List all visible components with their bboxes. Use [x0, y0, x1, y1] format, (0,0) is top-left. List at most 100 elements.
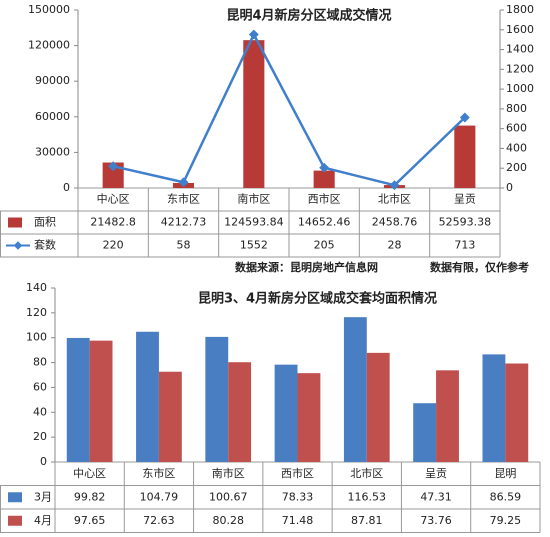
- y-tick-label: 140: [26, 281, 47, 294]
- x-tick-label: 中心区: [73, 467, 106, 480]
- table-value: 79.25: [490, 514, 522, 527]
- bar: [228, 362, 252, 462]
- bar: [66, 337, 90, 462]
- table-value: 87.81: [351, 514, 383, 527]
- x-tick-label: 南市区: [212, 466, 245, 480]
- table-value: 72.63: [143, 514, 175, 527]
- table-value: 1552: [240, 239, 268, 252]
- y2-tick-label: 400: [506, 141, 527, 154]
- legend-label: 4月: [34, 514, 52, 527]
- y-tick-label: 0: [63, 181, 70, 194]
- point: [389, 180, 400, 191]
- table-value: 21482.8: [90, 216, 136, 229]
- x-tick-label: 南市区: [237, 192, 270, 206]
- x-tick-label: 东市区: [142, 466, 175, 480]
- bar: [205, 336, 229, 462]
- y-tick-label: 20: [33, 430, 47, 443]
- y2-tick-label: 1600: [506, 23, 534, 36]
- x-tick-label: 呈贡: [454, 193, 476, 206]
- point: [108, 161, 119, 172]
- table-value: 100.67: [209, 490, 248, 503]
- legend-label: 面积: [34, 216, 56, 229]
- source: 数据来源：昆明房地产信息网: [235, 260, 378, 274]
- y-tick-label: 30000: [35, 145, 70, 158]
- table-value: 116.53: [348, 490, 387, 503]
- x-tick-label: 中心区: [97, 193, 130, 206]
- line: [112, 31, 466, 187]
- y-tick-label: 0: [40, 455, 47, 468]
- table-value: 47.31: [420, 490, 452, 503]
- y2-tick-label: 600: [506, 122, 527, 135]
- bar: [313, 170, 335, 188]
- table-value: 80.28: [212, 514, 244, 527]
- bar: [136, 331, 159, 462]
- y2-tick-label: 800: [506, 102, 527, 115]
- table-value: 73.76: [420, 514, 452, 527]
- y-tick-label: 100: [26, 331, 47, 344]
- bar: [274, 364, 298, 462]
- y2-tick-label: 200: [506, 161, 527, 174]
- y2-tick-label: 1400: [506, 43, 534, 56]
- y2-tick-label: 1000: [506, 82, 534, 95]
- x-tick-label: 北市区: [378, 192, 411, 206]
- y-tick-label: 60000: [35, 110, 70, 123]
- bar: [89, 340, 113, 462]
- bar: [343, 317, 367, 462]
- y-tick-label: 90000: [35, 74, 70, 87]
- table-value: 2458.76: [372, 216, 418, 229]
- table-value: 28: [388, 239, 402, 252]
- bar: [158, 371, 182, 462]
- point: [248, 29, 259, 40]
- table-value: 14652.46: [298, 216, 351, 229]
- bar: [413, 403, 437, 462]
- x-tick-label: 北市区: [350, 466, 383, 480]
- y-tick-label: 40: [33, 405, 47, 418]
- bar: [297, 373, 321, 462]
- bar: [505, 363, 529, 462]
- x-tick-label: 西市区: [308, 192, 341, 206]
- legend-swatch: [8, 217, 22, 228]
- y-tick-label: 80: [33, 356, 47, 369]
- legend-swatch: [8, 492, 22, 503]
- note: 数据有限，仅作参考: [430, 260, 529, 274]
- legend-label: 套数: [34, 239, 56, 252]
- legend-swatch: [8, 515, 22, 526]
- chart-title: 昆明4月新房分区域成交情况: [226, 8, 391, 24]
- y-tick-label: 120: [26, 306, 47, 319]
- table-value: 220: [103, 239, 124, 252]
- x-tick-label: 西市区: [281, 466, 314, 480]
- table-value: 78.33: [282, 490, 314, 503]
- table-value: 4212.73: [161, 216, 207, 229]
- table-value: 58: [177, 239, 191, 252]
- table-value: 71.48: [282, 514, 314, 527]
- y2-tick-label: 0: [506, 181, 513, 194]
- bar: [436, 370, 459, 462]
- y-tick-label: 150000: [28, 3, 70, 16]
- y2-tick-label: 1800: [506, 3, 534, 16]
- table-value: 97.65: [74, 514, 106, 527]
- x-tick-label: 昆明: [494, 467, 516, 480]
- table-value: 205: [314, 239, 335, 252]
- point: [319, 162, 330, 173]
- bar: [102, 162, 124, 188]
- bar: [454, 125, 476, 188]
- table-value: 99.82: [74, 490, 106, 503]
- bar: [366, 352, 390, 462]
- y-tick-label: 120000: [28, 39, 70, 52]
- table-value: 52593.38: [439, 216, 492, 229]
- point: [178, 177, 189, 188]
- x-tick-label: 呈贡: [425, 467, 447, 480]
- y-tick-label: 60: [33, 380, 47, 393]
- table-value: 124593.84: [224, 216, 284, 229]
- bar: [243, 40, 265, 188]
- legend-label: 3月: [34, 490, 52, 503]
- bar: [482, 354, 506, 462]
- y2-tick-label: 1200: [506, 62, 534, 75]
- table-value: 86.59: [490, 490, 522, 503]
- x-tick-label: 东市区: [167, 192, 200, 206]
- table-value: 713: [454, 239, 475, 252]
- legend-marker: [13, 241, 23, 250]
- chart-title: 昆明3、4月新房分区域成交套均面积情况: [198, 291, 437, 307]
- table-value: 104.79: [140, 490, 179, 503]
